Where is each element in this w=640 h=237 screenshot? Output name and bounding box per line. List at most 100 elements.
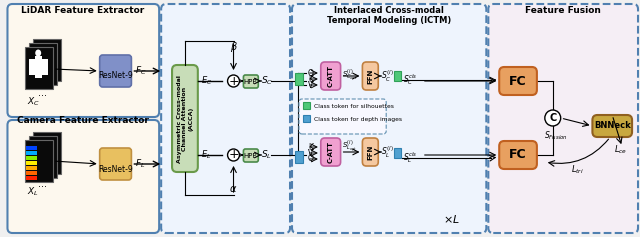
Text: C-ATT: C-ATT bbox=[328, 65, 333, 87]
Bar bbox=[394, 71, 401, 81]
Bar bbox=[26, 166, 32, 170]
Text: $S^{(l)}_{C_{opt}}$: $S^{(l)}_{C_{opt}}$ bbox=[342, 68, 357, 84]
Text: $L_{tri}$: $L_{tri}$ bbox=[571, 164, 584, 176]
Text: Camera Feature Extractor: Camera Feature Extractor bbox=[17, 116, 148, 125]
Bar bbox=[35, 56, 42, 78]
Bar bbox=[26, 176, 32, 180]
FancyBboxPatch shape bbox=[161, 4, 290, 233]
FancyBboxPatch shape bbox=[243, 149, 259, 162]
Text: FFN: FFN bbox=[367, 144, 373, 160]
Bar bbox=[26, 146, 32, 150]
FancyBboxPatch shape bbox=[100, 148, 131, 180]
FancyBboxPatch shape bbox=[292, 4, 486, 233]
Bar bbox=[32, 176, 37, 180]
Text: FC: FC bbox=[509, 149, 527, 161]
Text: $S^{(l)}_{L_{opt}}$: $S^{(l)}_{L_{opt}}$ bbox=[342, 139, 356, 155]
Text: Class token for depth images: Class token for depth images bbox=[314, 117, 402, 122]
Text: Asymmetric Cross-modal
Channel Attention
(ACCA): Asymmetric Cross-modal Channel Attention… bbox=[177, 75, 193, 163]
FancyBboxPatch shape bbox=[499, 67, 537, 95]
Bar bbox=[32, 151, 37, 155]
Text: BNNeck: BNNeck bbox=[594, 122, 630, 131]
Bar bbox=[394, 148, 401, 158]
Text: +: + bbox=[228, 74, 239, 87]
FancyBboxPatch shape bbox=[321, 138, 340, 166]
Bar bbox=[26, 47, 53, 89]
Text: $E_L$: $E_L$ bbox=[201, 149, 211, 161]
Text: $\alpha$: $\alpha$ bbox=[229, 184, 237, 194]
Bar bbox=[26, 140, 53, 182]
Text: $S^{(l)}_C$: $S^{(l)}_C$ bbox=[381, 68, 394, 84]
FancyBboxPatch shape bbox=[8, 120, 159, 233]
Bar bbox=[295, 73, 303, 85]
Text: ResNet-9: ResNet-9 bbox=[98, 70, 133, 79]
Text: $E_C$: $E_C$ bbox=[201, 75, 212, 87]
Bar bbox=[32, 161, 37, 165]
Circle shape bbox=[545, 110, 561, 126]
FancyBboxPatch shape bbox=[362, 138, 378, 166]
Bar bbox=[26, 161, 32, 165]
FancyBboxPatch shape bbox=[243, 75, 259, 88]
Text: Q: Q bbox=[308, 68, 314, 77]
Text: $X_C$: $X_C$ bbox=[27, 95, 40, 108]
Bar bbox=[32, 166, 37, 170]
FancyBboxPatch shape bbox=[172, 65, 198, 172]
Bar bbox=[303, 102, 310, 109]
Text: HPP: HPP bbox=[244, 79, 257, 85]
FancyBboxPatch shape bbox=[362, 62, 378, 90]
FancyBboxPatch shape bbox=[299, 99, 386, 134]
FancyBboxPatch shape bbox=[321, 62, 340, 90]
Text: FFN: FFN bbox=[367, 68, 373, 84]
FancyBboxPatch shape bbox=[488, 4, 638, 233]
Text: C: C bbox=[549, 113, 556, 123]
Text: Interlaced Cross-modal
Temporal Modeling (ICTM): Interlaced Cross-modal Temporal Modeling… bbox=[327, 6, 451, 25]
Text: Class token for silhouettes: Class token for silhouettes bbox=[314, 104, 394, 109]
Text: $X_L$: $X_L$ bbox=[28, 186, 39, 199]
Text: Feature Fusion: Feature Fusion bbox=[525, 6, 600, 15]
Text: ResNet-9: ResNet-9 bbox=[98, 164, 133, 173]
Text: Q: Q bbox=[308, 155, 314, 164]
Ellipse shape bbox=[35, 50, 41, 56]
Bar bbox=[32, 146, 37, 150]
Bar bbox=[29, 136, 57, 178]
Bar bbox=[32, 156, 37, 160]
Text: V: V bbox=[308, 149, 314, 158]
Bar bbox=[33, 132, 61, 174]
Text: $S^{(l)}_L$: $S^{(l)}_L$ bbox=[381, 144, 394, 160]
Text: LiDAR Feature Extractor: LiDAR Feature Extractor bbox=[21, 6, 145, 15]
Text: $\times L$: $\times L$ bbox=[444, 213, 460, 225]
Text: +: + bbox=[228, 149, 239, 161]
Circle shape bbox=[228, 75, 239, 87]
Text: $S_C^{cls}$: $S_C^{cls}$ bbox=[403, 73, 418, 87]
Bar bbox=[295, 151, 303, 163]
Text: K: K bbox=[308, 74, 314, 83]
Text: $F_C$: $F_C$ bbox=[136, 65, 147, 77]
Bar bbox=[303, 115, 310, 122]
Text: $F_L$: $F_L$ bbox=[136, 158, 146, 170]
Text: $L_{ce}$: $L_{ce}$ bbox=[614, 144, 627, 156]
Text: $S_{Fusion}$: $S_{Fusion}$ bbox=[544, 129, 568, 141]
Bar bbox=[26, 156, 32, 160]
Text: HPP: HPP bbox=[244, 153, 257, 159]
Bar bbox=[26, 171, 32, 175]
FancyBboxPatch shape bbox=[499, 141, 537, 169]
Text: V: V bbox=[308, 81, 314, 90]
Bar bbox=[32, 171, 37, 175]
Text: ...: ... bbox=[38, 179, 47, 189]
Text: $\beta$: $\beta$ bbox=[230, 40, 237, 54]
Text: $S_L$: $S_L$ bbox=[261, 149, 272, 161]
Bar bbox=[26, 151, 32, 155]
Bar bbox=[29, 43, 57, 85]
Text: ...: ... bbox=[38, 88, 47, 98]
Text: $S_C$: $S_C$ bbox=[261, 75, 273, 87]
Bar bbox=[29, 59, 35, 75]
FancyBboxPatch shape bbox=[8, 4, 159, 117]
Bar bbox=[42, 59, 48, 75]
Text: FC: FC bbox=[509, 74, 527, 87]
Text: $S_L^{cls}$: $S_L^{cls}$ bbox=[403, 150, 418, 165]
FancyBboxPatch shape bbox=[593, 115, 632, 137]
Text: C-ATT: C-ATT bbox=[328, 141, 333, 163]
Bar bbox=[33, 39, 61, 81]
Text: K: K bbox=[308, 142, 314, 151]
FancyBboxPatch shape bbox=[100, 55, 131, 87]
Circle shape bbox=[228, 149, 239, 161]
